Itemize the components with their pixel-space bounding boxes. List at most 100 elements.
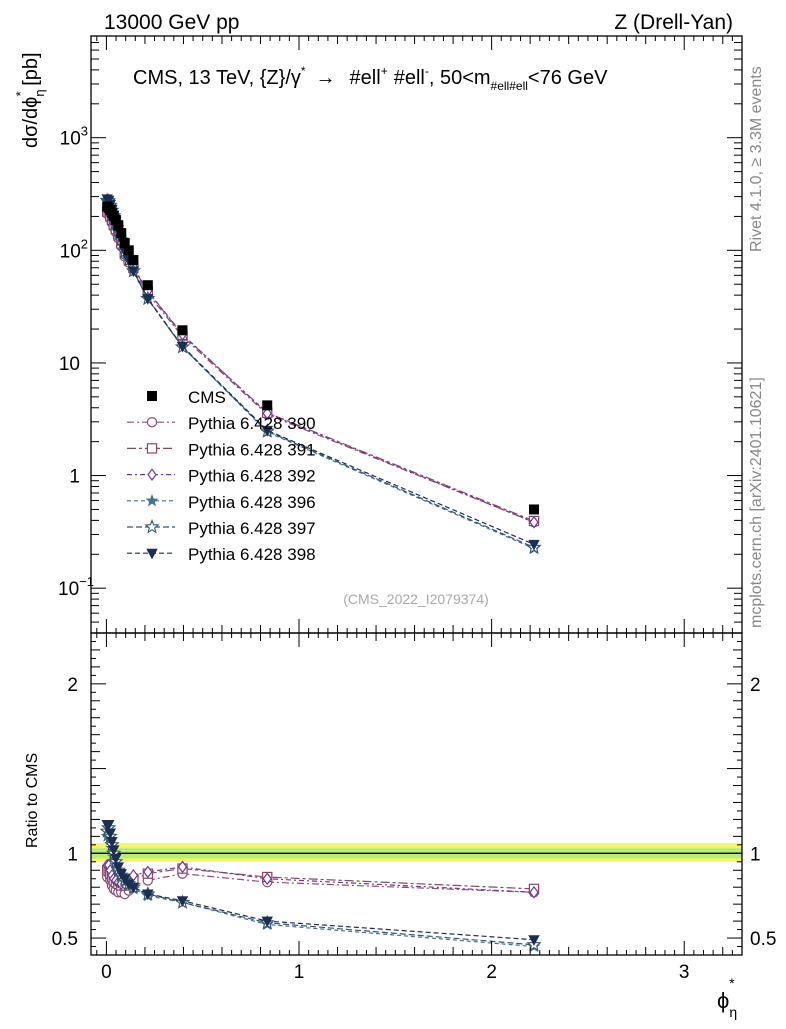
legend-entry-cms: CMS bbox=[147, 388, 226, 407]
x-tick-label: 0 bbox=[101, 962, 112, 983]
cms-data-point bbox=[177, 325, 188, 336]
ratio-series-line bbox=[107, 823, 535, 941]
cms-data-point bbox=[116, 228, 127, 239]
ratio-series-line bbox=[106, 825, 535, 946]
ratio-series-2 bbox=[101, 863, 540, 895]
x-tick-label: 1 bbox=[294, 962, 305, 983]
ratio-panel: 0 1 2 3 0.5 0.5 1 1 2 2 bbox=[52, 632, 776, 983]
y-tick-label-base: 10 bbox=[60, 241, 81, 262]
ratio-series-line bbox=[106, 871, 535, 895]
cms-data-point bbox=[119, 238, 130, 249]
main-series-6 bbox=[101, 194, 540, 551]
ratio-y-tick-label-left: 0.5 bbox=[52, 929, 78, 950]
legend-label: Pythia 6.428 391 bbox=[188, 440, 316, 459]
main-series-point bbox=[142, 294, 154, 305]
main-series-line bbox=[107, 213, 535, 523]
legend-entry-3: Pythia 6.428 392 bbox=[127, 467, 316, 486]
cms-data-point bbox=[142, 280, 153, 291]
legend-label: Pythia 6.428 392 bbox=[188, 467, 316, 486]
legend-label: Pythia 6.428 390 bbox=[188, 414, 316, 433]
cms-data-point bbox=[262, 400, 273, 411]
title-sup3: - bbox=[425, 64, 429, 78]
ratio-series-point bbox=[261, 916, 273, 928]
ratio-series-point bbox=[112, 862, 125, 874]
y-tick-label-exp: 3 bbox=[81, 124, 88, 139]
mcplots-label: mcplots.cern.ch [arXiv:2401.10621] bbox=[748, 377, 765, 628]
y-tick-label: 102 bbox=[60, 236, 88, 262]
ratio-y-axis-label: Ratio to CMS bbox=[24, 753, 41, 848]
ratio-series-point bbox=[103, 820, 115, 831]
x-tick-label: 3 bbox=[679, 962, 690, 983]
xlabel-sub: η bbox=[729, 1004, 737, 1020]
title-arrow: → bbox=[316, 67, 336, 89]
ratio-y-tick-label-left: 2 bbox=[67, 675, 78, 696]
legend-marker bbox=[146, 443, 158, 454]
main-series-1 bbox=[101, 208, 540, 528]
legend: CMS Pythia 6.428 390 Pythia 6.428 391 Pythi… bbox=[127, 388, 316, 564]
xlabel-sym: ϕ bbox=[717, 988, 729, 1013]
y-tick-label-base: 10 bbox=[59, 354, 80, 375]
legend-entry-4: Pythia 6.428 396 bbox=[127, 493, 316, 512]
ratio-frame bbox=[90, 632, 743, 956]
cms-data-points bbox=[102, 201, 539, 515]
legend-entry-1: Pythia 6.428 390 bbox=[127, 414, 316, 433]
y-tick-label: 1 bbox=[69, 467, 80, 488]
ratio-series-point bbox=[177, 860, 188, 874]
ratio-series-point bbox=[176, 896, 189, 907]
header-right: Z (Drell-Yan) bbox=[614, 11, 733, 34]
ratio-y-tick-label-left: 1 bbox=[67, 844, 78, 865]
legend-marker bbox=[145, 493, 159, 507]
ratio-series-point bbox=[127, 882, 140, 894]
main-series-point bbox=[176, 341, 189, 353]
legend-entry-2: Pythia 6.428 391 bbox=[127, 440, 316, 459]
y-tick-label-base: 1 bbox=[69, 467, 80, 488]
main-series-line bbox=[106, 209, 535, 523]
ratio-y-tick-label-right: 2 bbox=[750, 675, 761, 696]
legend-marker-cms bbox=[147, 391, 157, 401]
analysis-watermark: (CMS_2022_I2079374) bbox=[343, 591, 489, 607]
ratio-series-point bbox=[143, 865, 153, 879]
ylabel-pre: dσ/dϕ bbox=[20, 97, 42, 148]
y-tick-label: 10−1 bbox=[58, 574, 94, 600]
legend-label: Pythia 6.428 396 bbox=[188, 493, 316, 512]
ratio-series-point bbox=[262, 872, 272, 886]
main-series-point bbox=[261, 425, 273, 437]
main-series-point bbox=[127, 266, 140, 278]
title-sup1: * bbox=[301, 64, 306, 78]
x-axis-label: ϕη * bbox=[717, 975, 737, 1020]
ratio-series-line bbox=[106, 867, 535, 890]
ratio-series-point bbox=[104, 828, 116, 840]
x-tick-label: 2 bbox=[486, 962, 497, 983]
cms-data-point bbox=[128, 255, 139, 266]
ratio-series-1 bbox=[101, 868, 540, 900]
header-left: 13000 GeV pp bbox=[104, 11, 239, 34]
main-series-4 bbox=[100, 194, 541, 555]
ratio-y-tick-label-right: 1 bbox=[750, 844, 761, 865]
main-series-point bbox=[262, 406, 272, 420]
legend-marker bbox=[146, 417, 158, 428]
ratio-series-point bbox=[529, 885, 539, 899]
ratio-series-3 bbox=[102, 858, 539, 899]
cms-data-point bbox=[113, 220, 124, 231]
main-frame bbox=[90, 35, 743, 634]
legend-label: Pythia 6.428 398 bbox=[188, 545, 316, 564]
y-tick-label-exp: 2 bbox=[81, 236, 88, 251]
ratio-series-6 bbox=[101, 820, 540, 946]
main-series-5 bbox=[99, 192, 542, 554]
main-series-line bbox=[106, 211, 535, 522]
title-ell1: #ell bbox=[350, 67, 381, 89]
title-mass-pre: , 50<m bbox=[429, 67, 491, 89]
title-mass-post: <76 GeV bbox=[528, 67, 608, 89]
ratio-series-point bbox=[106, 836, 118, 848]
title-mass-sub: #ell#ell bbox=[491, 79, 528, 93]
title-main: CMS, 13 TeV, {Z}/γ bbox=[133, 67, 301, 89]
legend-label: Pythia 6.428 397 bbox=[188, 519, 316, 538]
cms-data-point bbox=[123, 245, 134, 256]
ylabel-post: [pb] bbox=[20, 52, 42, 91]
xlabel-sup: * bbox=[729, 975, 735, 991]
rivet-label: Rivet 4.1.0, ≥ 3.3M events bbox=[748, 66, 765, 252]
legend-marker bbox=[147, 468, 157, 482]
ratio-series-point bbox=[108, 845, 120, 857]
